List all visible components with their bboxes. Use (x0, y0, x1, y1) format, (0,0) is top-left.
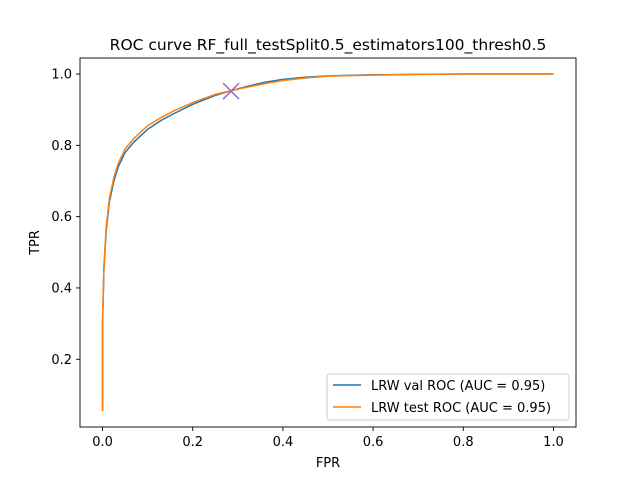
x-axis-ticks: 0.0 0.2 0.4 0.6 0.8 1.0 (92, 427, 564, 450)
chart-title: ROC curve RF_full_testSplit0.5_estimator… (110, 36, 547, 55)
x-tick-label: 1.0 (543, 435, 564, 450)
series-line-test (101, 73, 554, 411)
x-tick-label: 0.2 (182, 435, 203, 450)
y-axis-ticks: 0.2 0.4 0.6 0.8 1.0 (51, 68, 80, 368)
x-tick-label: 0.8 (453, 435, 474, 450)
legend: LRW val ROC (AUC = 0.95) LRW test ROC (A… (326, 373, 570, 421)
y-tick-label: 0.6 (51, 210, 72, 225)
marker-layer (222, 82, 240, 100)
legend-label-test: LRW test ROC (AUC = 0.95) (371, 401, 551, 416)
x-tick-label: 0.6 (363, 435, 384, 450)
y-tick-label: 1.0 (51, 68, 72, 83)
plot-frame (79, 57, 577, 428)
x-axis-label: FPR (316, 456, 340, 471)
y-tick-label: 0.2 (51, 353, 72, 368)
threshold-marker (222, 82, 240, 100)
legend-box (326, 373, 570, 421)
x-tick-label: 0.4 (273, 435, 294, 450)
y-tick-label: 0.8 (51, 139, 72, 154)
series-layer (101, 73, 554, 411)
legend-label-val: LRW val ROC (AUC = 0.95) (371, 379, 545, 394)
y-tick-label: 0.4 (51, 281, 72, 296)
x-tick-label: 0.0 (92, 435, 113, 450)
threshold-marker-stroke-b (222, 82, 240, 100)
y-axis-label: TPR (28, 230, 43, 256)
